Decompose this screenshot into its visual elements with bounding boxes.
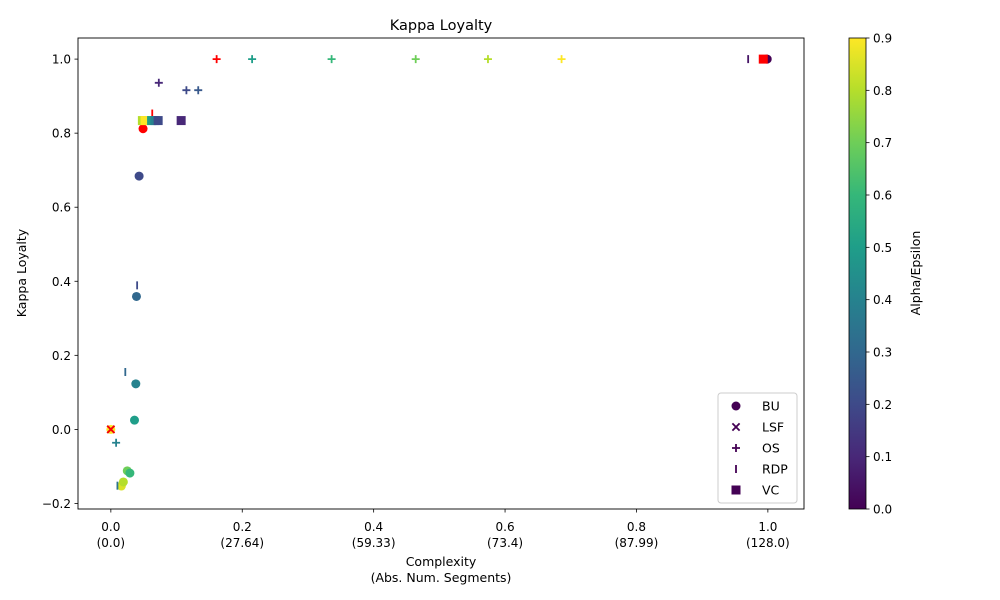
point-bu (118, 477, 128, 487)
legend-label-bu: BU (762, 399, 780, 414)
series-os (112, 55, 566, 447)
point-os (212, 55, 221, 64)
series-lsf (106, 425, 116, 434)
x-tick-sublabel: (27.64) (220, 536, 264, 550)
x-tick-sublabel: (128.0) (746, 536, 790, 550)
legend-marker-bu (731, 401, 741, 411)
colorbar-label: Alpha/Epsilon (908, 231, 923, 316)
legend-label-vc: VC (762, 483, 780, 498)
x-tick-label: 0.4 (364, 520, 383, 534)
colorbar-tick-label: 0.5 (873, 241, 892, 255)
point-os (557, 55, 566, 64)
x-tick-label: 0.2 (233, 520, 252, 534)
x-axis-label: Complexity (406, 554, 477, 569)
x-axis-label-units: (Abs. Num. Segments) (371, 570, 512, 585)
y-tick-label: 0.4 (52, 275, 71, 289)
x-tick-sublabel: (87.99) (615, 536, 659, 550)
y-axis-ticks: −0.2 0.0 0.2 0.4 0.6 0.8 1.0 (42, 53, 78, 511)
series-rdp (116, 55, 750, 490)
legend-box (717, 392, 798, 504)
point-bu (134, 171, 144, 181)
point-bu (130, 415, 140, 425)
legend-marker-vc (731, 485, 741, 495)
chart-title: Kappa Loyalty (390, 18, 493, 34)
legend-label-rdp: RDP (762, 462, 788, 477)
point-os (112, 438, 121, 447)
x-tick-label: 1.0 (758, 520, 777, 534)
legend: BU LSF OS RDP VC (717, 392, 798, 504)
legend-marker-os (732, 444, 740, 452)
colorbar: 0.0 0.1 0.2 0.3 0.4 0.5 0.6 0.7 0.8 0.9 Alpha/Epsi… (848, 32, 923, 517)
x-tick-label: 0.6 (496, 520, 515, 534)
colorbar-tick-label: 0.1 (873, 450, 892, 464)
colorbar-tick-label: 0.4 (873, 293, 892, 307)
colorbar-tick-label: 0.3 (873, 346, 892, 360)
x-tick-sublabel: (73.4) (487, 536, 523, 550)
legend-label-os: OS (762, 441, 780, 456)
point-vc (758, 54, 768, 64)
colorbar-tick-label: 0.0 (873, 503, 892, 517)
point-bu (138, 124, 148, 134)
y-tick-label: 0.0 (52, 423, 71, 437)
point-os (154, 78, 163, 87)
colorbar-tick-label: 0.2 (873, 398, 892, 412)
series-bu (106, 54, 772, 491)
y-tick-label: 0.2 (52, 349, 71, 363)
point-vc (153, 116, 163, 126)
x-tick-sublabel: (0.0) (97, 536, 125, 550)
point-os (248, 55, 257, 64)
colorbar-gradient (848, 37, 867, 510)
x-tick-label: 0.0 (101, 520, 120, 534)
plot-area-frame (77, 37, 805, 510)
y-tick-label: 1.0 (52, 53, 71, 67)
point-os (182, 86, 191, 95)
y-tick-label: −0.2 (42, 497, 71, 511)
point-vc (176, 116, 186, 126)
x-axis-ticks: 0.0 (0.0) 0.2 (27.64) 0.4 (59.33) 0.6 (73.4) 0.8… (97, 509, 790, 550)
legend-marker-lsf (731, 422, 741, 432)
colorbar-tick-label: 0.6 (873, 189, 892, 203)
colorbar-tick-label: 0.9 (873, 32, 892, 46)
x-tick-sublabel: (59.33) (352, 536, 396, 550)
data-points (106, 54, 772, 491)
point-os (194, 86, 203, 95)
point-bu (125, 468, 135, 478)
x-tick-label: 0.8 (627, 520, 646, 534)
legend-label-lsf: LSF (762, 420, 784, 435)
y-axis-label: Kappa Loyalty (14, 228, 29, 317)
series-vc (137, 54, 768, 126)
point-os (483, 55, 492, 64)
colorbar-tick-label: 0.8 (873, 84, 892, 98)
colorbar-tick-label: 0.7 (873, 136, 892, 150)
point-os (411, 55, 420, 64)
y-tick-label: 0.6 (52, 201, 71, 215)
point-bu (131, 379, 141, 389)
y-tick-label: 0.8 (52, 127, 71, 141)
point-os (327, 55, 336, 64)
point-bu (131, 291, 141, 301)
point-vc (140, 116, 150, 126)
point-lsf (106, 425, 116, 434)
